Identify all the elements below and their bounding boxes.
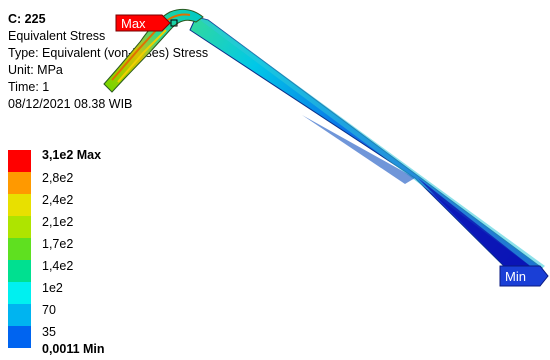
min-probe-flag [499, 265, 549, 287]
legend-swatch [8, 326, 31, 348]
result-date: 08/12/2021 08.38 WIB [8, 97, 133, 111]
legend-label: 2,8e2 [42, 171, 74, 185]
max-probe-flag [115, 14, 171, 32]
legend-swatch [8, 172, 31, 194]
legend-swatch [8, 150, 31, 172]
legend-swatch [8, 194, 31, 216]
bar-long-arm [189, 16, 545, 283]
result-unit: Unit: MPa [8, 63, 63, 77]
result-type: Type: Equivalent (von-Mises) Stress [8, 46, 209, 60]
legend-label: 1,4e2 [42, 259, 74, 273]
legend-label: 35 [42, 325, 56, 339]
legend-min-label: 0,0011 Min [42, 342, 105, 356]
min-probe[interactable]: Min [499, 265, 549, 287]
max-probe-marker [170, 19, 178, 27]
legend-swatch [8, 282, 31, 304]
max-probe-label: Max [121, 16, 146, 31]
result-header: C: 225 Equivalent Stress Type: Equivalen… [8, 11, 208, 113]
result-title: C: 225 [8, 12, 46, 26]
legend-swatch [8, 238, 31, 260]
legend-swatch [8, 260, 31, 282]
legend-label: 1e2 [42, 281, 63, 295]
legend-swatch [8, 304, 31, 326]
result-time: Time: 1 [8, 80, 50, 94]
legend-label: 3,1e2 Max [42, 148, 102, 162]
result-name: Equivalent Stress [8, 29, 106, 43]
legend-label: 2,1e2 [42, 215, 74, 229]
legend-swatch [8, 216, 31, 238]
max-probe[interactable]: Max [115, 14, 178, 32]
legend-label: 1,7e2 [42, 237, 74, 251]
legend-label: 2,4e2 [42, 193, 74, 207]
min-probe-label: Min [505, 269, 526, 284]
legend-label: 70 [42, 303, 56, 317]
